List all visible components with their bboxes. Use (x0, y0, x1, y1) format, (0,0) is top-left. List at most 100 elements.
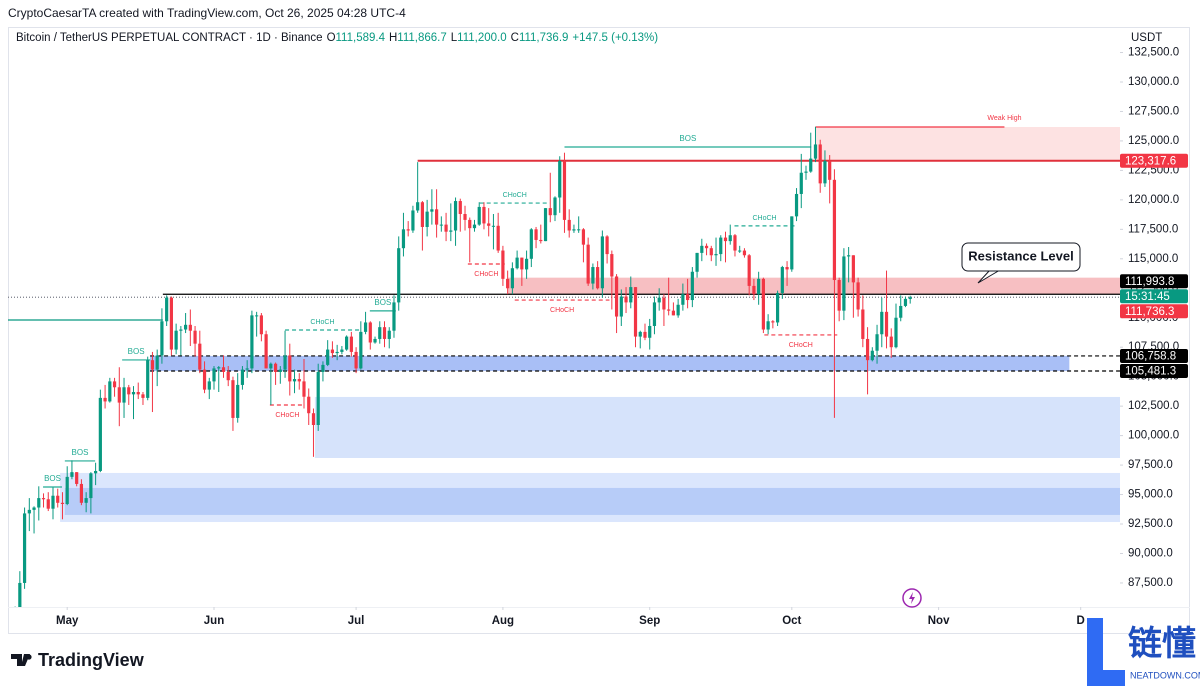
candle-body (207, 381, 211, 390)
price-tag: 111,736.3 (1125, 306, 1174, 318)
candle-body (32, 507, 36, 510)
watermark: 链懂 NEATDOWN.COM (1087, 618, 1200, 686)
change: +147.5 (+0.13%) (572, 32, 658, 44)
candle-body (657, 297, 661, 303)
candle-body (851, 255, 855, 283)
candle-body (700, 245, 704, 253)
price-tag: 111,993.8 (1125, 276, 1174, 288)
candle-body (813, 144, 818, 159)
candle-body (809, 158, 813, 172)
candle-body (373, 338, 377, 343)
candle-body (174, 330, 178, 350)
candle-body (894, 317, 898, 348)
candle-body (435, 209, 439, 225)
symbol: Bitcoin / TetherUS PERPETUAL CONTRACT · … (16, 32, 323, 44)
candle-body (363, 322, 368, 332)
line-label: CHoCH (474, 271, 498, 278)
candle-body (742, 250, 747, 256)
candle-body (406, 229, 410, 231)
y-tick-label: 102,500.0 (1128, 400, 1179, 412)
candle-body (487, 223, 491, 226)
y-tick-label: 95,000.0 (1128, 489, 1173, 501)
candle-body (780, 267, 784, 293)
y-tick-label: 120,000.0 (1128, 194, 1179, 206)
candle-body (633, 287, 638, 337)
candle-body (146, 360, 150, 398)
zone (150, 355, 1070, 371)
candle-body (662, 297, 666, 310)
candle-body (283, 355, 287, 370)
candle-body (179, 329, 183, 331)
candle-body (704, 245, 709, 249)
candle-body (747, 255, 751, 286)
candle-body (259, 315, 263, 335)
candle-body (22, 513, 27, 583)
candle-body (501, 250, 505, 279)
candle-body (605, 236, 609, 255)
credit: CryptoCaesarTA created with TradingView.… (8, 6, 406, 20)
ohlc-label: O (327, 32, 336, 44)
callout-text: Resistance Level (968, 248, 1074, 263)
candle-body (714, 254, 718, 256)
candle-body (392, 302, 396, 331)
candle-body (127, 387, 131, 395)
candle-body (236, 384, 240, 418)
candle-body (695, 252, 699, 272)
candle-body (326, 349, 330, 365)
candle-body (610, 254, 614, 277)
candle-body (449, 230, 453, 232)
candle-body (122, 387, 126, 403)
candle-body (771, 321, 775, 323)
candle-body (79, 483, 84, 503)
candle-body (614, 276, 619, 317)
symbol-line: Bitcoin / TetherUS PERPETUAL CONTRACT · … (16, 32, 658, 44)
line-label: CHoCH (550, 307, 574, 314)
price-tag-box (1120, 274, 1188, 289)
candle-body (823, 160, 827, 184)
line-label: CHoCH (275, 412, 299, 419)
zone (815, 127, 1120, 160)
candle-body (160, 321, 164, 356)
candle-body (870, 350, 874, 361)
candle-body (463, 214, 467, 220)
y-tick-label: 132,500.0 (1128, 47, 1179, 59)
candle-body (785, 267, 789, 270)
line-label: BOS (679, 134, 696, 143)
candle-body (37, 498, 41, 508)
y-tick-label: 115,000.0 (1128, 253, 1178, 265)
candle-body (112, 381, 117, 388)
y-tick-label: 87,500.0 (1128, 577, 1173, 589)
zone (507, 277, 1120, 295)
candle-body (624, 296, 628, 303)
candle-body (638, 331, 642, 337)
line-label: CHoCH (503, 192, 527, 199)
candle-body (600, 236, 604, 289)
candle-body (875, 334, 879, 351)
candle-body (468, 219, 472, 229)
brand-logo-dot (26, 654, 32, 660)
candle-body (572, 229, 576, 231)
candle-body (307, 396, 311, 414)
candle-body (89, 473, 93, 499)
candle-body (591, 267, 595, 284)
candle-body (477, 206, 481, 225)
candle-body (543, 208, 548, 242)
candle-body (496, 225, 500, 251)
candle-body (141, 394, 145, 398)
candle-body (188, 324, 192, 331)
candle-body (676, 304, 680, 316)
candle-body (581, 229, 586, 245)
candle-body (723, 237, 728, 242)
candle-body (354, 351, 358, 369)
candle-body (884, 311, 889, 337)
candle-body (794, 193, 799, 217)
zone (314, 396, 1120, 459)
candle-body (117, 387, 121, 403)
candle-body (652, 302, 657, 326)
candle-body (553, 197, 557, 216)
x-tick-label: D (1077, 615, 1085, 627)
icon-bolt (909, 592, 915, 604)
candle-body (681, 294, 685, 305)
y-tick-label: 127,500.0 (1128, 105, 1179, 117)
